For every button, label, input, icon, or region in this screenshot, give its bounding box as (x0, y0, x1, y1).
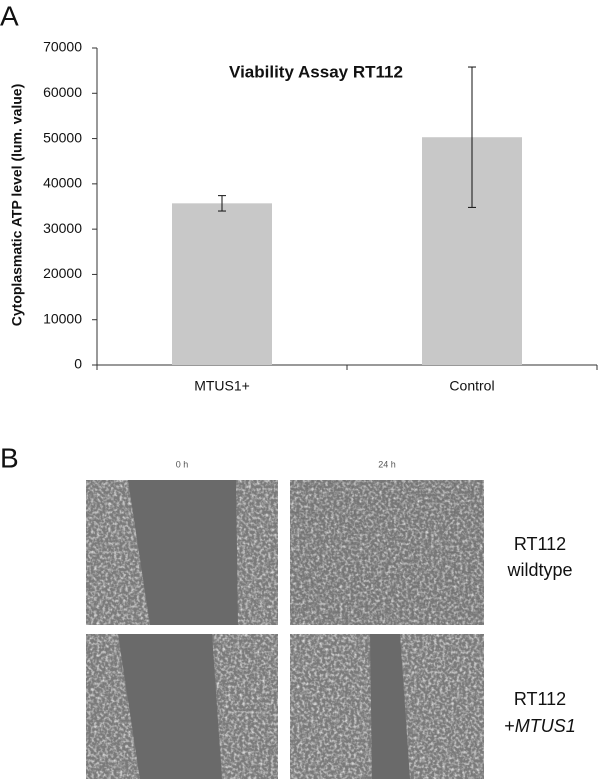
row-label: +MTUS1 (504, 716, 576, 736)
column-label: 24 h (378, 459, 396, 469)
y-tick-label: 60000 (43, 84, 82, 100)
y-tick-label: 30000 (43, 220, 82, 236)
micrograph (290, 480, 484, 625)
y-tick-label: 10000 (43, 310, 82, 326)
panel-label: B (0, 442, 19, 473)
y-tick-label: 70000 (43, 39, 82, 55)
chart-title: Viability Assay RT112 (229, 62, 403, 81)
panel-label: A (0, 0, 19, 31)
row-label-prefix: + (504, 716, 515, 736)
row-label: RT112 (514, 534, 566, 554)
micrograph (86, 480, 278, 625)
x-tick-label: Control (449, 378, 494, 394)
row-label: wildtype (506, 560, 572, 580)
bar (172, 203, 272, 365)
y-tick-label: 50000 (43, 129, 82, 145)
gene-name: MTUS1 (515, 716, 576, 736)
micrograph (290, 634, 484, 779)
y-tick-label: 40000 (43, 175, 82, 191)
micrograph (86, 634, 278, 779)
x-tick-label: MTUS1+ (194, 378, 250, 394)
y-tick-label: 20000 (43, 265, 82, 281)
y-tick-label: 0 (74, 356, 82, 372)
column-label: 0 h (176, 459, 189, 469)
y-axis-label: Cytoplasmatic ATP level (lum. value) (9, 84, 25, 326)
row-label: RT112 (514, 689, 566, 709)
